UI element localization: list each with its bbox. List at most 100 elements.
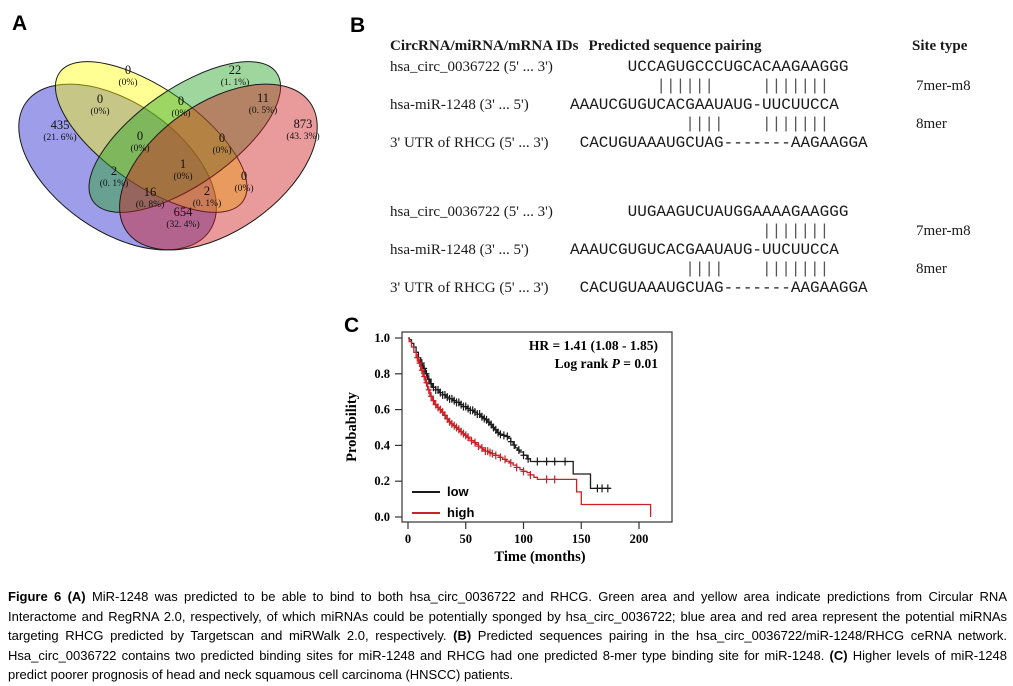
venn-region-label: 0(0%)	[131, 129, 150, 154]
rna-id-label: hsa-miR-1248 (3' ... 5')	[390, 242, 529, 258]
svg-text:(43. 3%): (43. 3%)	[286, 131, 319, 142]
caption-text: predict poorer prognosis of head and nec…	[8, 667, 514, 683]
svg-text:(0%): (0%)	[174, 171, 193, 182]
rna-sequence: UCCAGUGCCCUGCACAAGAAGGG	[570, 58, 849, 76]
svg-text:0: 0	[178, 94, 184, 108]
sequence-row: hsa-miR-1248 (3' ... 5') AAAUCGUGUCACGAAU…	[345, 96, 1013, 115]
venn-region-label: 873(43. 3%)	[286, 117, 319, 142]
svg-text:0: 0	[405, 532, 411, 546]
svg-text:150: 150	[572, 532, 591, 546]
venn-region-label: 435(21. 6%)	[43, 118, 76, 143]
rna-sequence: CACUGUAAAUGCUAG-------AAGAAGGA	[570, 134, 868, 152]
pairing-bars-row: ||||||| 7mer-m8	[345, 222, 1013, 241]
svg-text:435: 435	[51, 118, 70, 132]
svg-text:873: 873	[294, 117, 313, 131]
pairing-bars-row: |||| ||||||| 8mer	[345, 260, 1013, 279]
caption-line: Hsa_circ_0036722 contains two predicted …	[8, 646, 1007, 666]
svg-text:(32. 4%): (32. 4%)	[166, 219, 199, 230]
svg-text:0.8: 0.8	[374, 367, 390, 381]
site-type-value: 7mer-m8	[916, 78, 971, 94]
svg-text:200: 200	[630, 532, 649, 546]
column-header-site: Site type	[912, 38, 968, 54]
rna-sequence: UUGAAGUCUAUGGAAAAGAAGGG	[570, 203, 849, 221]
caption-text: Higher levels of miR-1248	[847, 647, 1007, 663]
svg-text:(0%): (0%)	[91, 106, 110, 117]
sequence-block: hsa_circ_0036722 (5' ... 3') UUGAAGUCUAU…	[345, 203, 1013, 298]
svg-text:low: low	[447, 484, 470, 499]
caption-line: targeting RHCG predicted by Targetscan a…	[8, 626, 1007, 646]
caption-line: predict poorer prognosis of head and nec…	[8, 665, 1007, 685]
sequence-block: hsa_circ_0036722 (5' ... 3') UCCAGUGCCCU…	[345, 58, 1013, 153]
panel-b: B CircRNA/miRNA/mRNA IDs Predicted seque…	[345, 10, 1013, 310]
site-type-value: 8mer	[916, 116, 947, 132]
venn-region-label: 2(0. 1%)	[100, 164, 129, 189]
caption-text: Predicted sequences pairing in the hsa_c…	[471, 628, 1007, 644]
rna-id-label: hsa-miR-1248 (3' ... 5')	[390, 97, 529, 113]
site-type-value: 8mer	[916, 261, 947, 277]
pairing-bars-row: |||| ||||||| 8mer	[345, 115, 1013, 134]
caption-bold-text: (B)	[453, 628, 472, 644]
sequence-row: hsa_circ_0036722 (5' ... 3') UCCAGUGCCCU…	[345, 58, 1013, 77]
svg-text:(0. 8%): (0. 8%)	[136, 199, 165, 210]
pairing-bars: |||| |||||||	[570, 115, 830, 133]
svg-text:11: 11	[257, 91, 269, 105]
rna-sequence: CACUGUAAAUGCUAG-------AAGAAGGA	[570, 279, 868, 297]
venn-diagram: 0(0%)22(1. 1%)0(0%)0(0%)11(0. 5%)435(21.…	[18, 61, 320, 251]
svg-text:2: 2	[111, 164, 117, 178]
svg-text:(0. 1%): (0. 1%)	[100, 178, 129, 189]
figure-caption: Figure 6 (A) MiR-1248 was predicted to b…	[8, 587, 1007, 685]
caption-line: Figure 6 (A) MiR-1248 was predicted to b…	[8, 587, 1007, 607]
svg-text:0: 0	[219, 131, 225, 145]
svg-text:1: 1	[180, 157, 186, 171]
y-axis: 1.0 0.8 0.6 0.4 0.2 0.0	[374, 331, 402, 524]
panel-b-label: B	[350, 14, 366, 37]
caption-text: Hsa_circ_0036722 contains two predicted …	[8, 647, 830, 663]
venn-region-label: 22(1. 1%)	[221, 63, 250, 88]
rna-sequence: AAAUCGUGUCACGAAUAUG-UUCUUCCA	[570, 96, 839, 114]
panel-c-label: C	[344, 314, 360, 337]
venn-ellipse-red	[119, 83, 318, 251]
svg-text:0: 0	[125, 63, 131, 77]
venn-region-label: 1(0%)	[174, 157, 193, 182]
svg-text:0: 0	[97, 92, 103, 106]
svg-text:0.6: 0.6	[374, 403, 390, 417]
survival-plot: 1.0 0.8 0.6 0.4 0.2 0.0 0 50 100 150 200 Time (mont…	[344, 331, 673, 565]
svg-text:(21. 6%): (21. 6%)	[43, 132, 76, 143]
svg-text:(0%): (0%)	[213, 145, 232, 156]
svg-text:(1. 1%): (1. 1%)	[221, 77, 250, 88]
venn-region-label: 16(0. 8%)	[136, 185, 165, 210]
hr-annotation: HR = 1.41 (1.08 - 1.85)	[529, 338, 658, 353]
column-header-ids: CircRNA/miRNA/mRNA IDs	[390, 38, 579, 54]
pairing-bars-row: |||||| ||||||| 7mer-m8	[345, 77, 1013, 96]
svg-text:0.2: 0.2	[374, 474, 390, 488]
svg-text:654: 654	[174, 205, 194, 219]
svg-text:(0. 1%): (0. 1%)	[193, 198, 222, 209]
sequence-row: 3' UTR of RHCG (5' ... 3') CACUGUAAAUGCU…	[345, 279, 1013, 298]
venn-ellipse-yellow	[54, 61, 248, 213]
svg-text:(0%): (0%)	[235, 183, 254, 194]
caption-bold-text: (C)	[829, 647, 848, 663]
svg-text:(0%): (0%)	[119, 77, 138, 88]
svg-text:2: 2	[204, 184, 210, 198]
logrank-annotation: Log rank P = 0.01	[555, 356, 659, 371]
censor-marks-high	[414, 353, 558, 484]
rna-id-label: 3' UTR of RHCG (5' ... 3')	[390, 135, 549, 151]
svg-text:22: 22	[229, 63, 242, 77]
caption-bold-text: Figure 6 (A)	[8, 589, 92, 604]
legend: low high	[412, 484, 474, 520]
caption-text: Interactome and RegRNA 2.0, respectively…	[8, 608, 1007, 624]
svg-text:1.0: 1.0	[374, 331, 390, 345]
censor-marks-low	[418, 359, 611, 493]
venn-ellipse-green	[88, 61, 282, 213]
venn-region-label: 0(0%)	[91, 92, 110, 117]
svg-text:high: high	[447, 505, 474, 520]
caption-line: Interactome and RegRNA 2.0, respectively…	[8, 607, 1007, 627]
svg-text:0: 0	[137, 129, 143, 143]
sequence-row: hsa_circ_0036722 (5' ... 3') UUGAAGUCUAU…	[345, 203, 1013, 222]
sequence-row: 3' UTR of RHCG (5' ... 3') CACUGUAAAUGCU…	[345, 134, 1013, 153]
venn-region-label: 0(0%)	[172, 94, 191, 119]
y-axis-title: Probability	[344, 391, 360, 462]
rna-id-label: hsa_circ_0036722 (5' ... 3')	[390, 204, 553, 220]
venn-region-label: 0(0%)	[213, 131, 232, 156]
